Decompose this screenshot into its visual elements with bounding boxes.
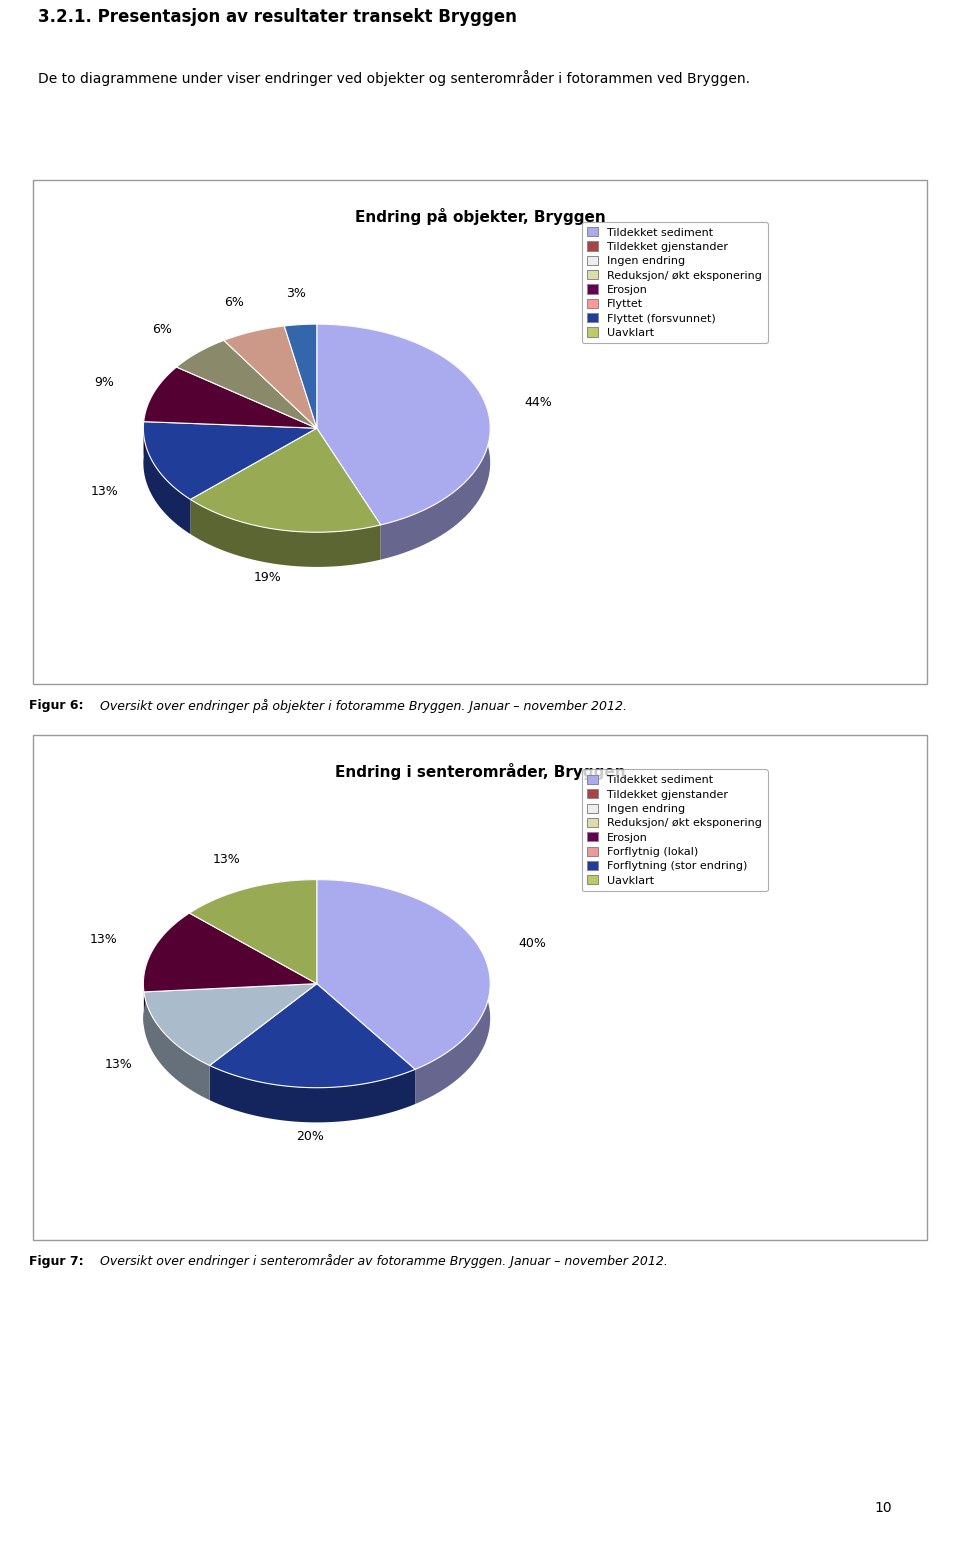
Text: 13%: 13% [105, 1058, 132, 1071]
Polygon shape [317, 324, 491, 525]
Text: 6%: 6% [224, 296, 244, 309]
Legend: Tildekket sediment, Tildekket gjenstander, Ingen endring, Reduksjon/ økt ekspone: Tildekket sediment, Tildekket gjenstande… [582, 770, 768, 892]
Legend: Tildekket sediment, Tildekket gjenstander, Ingen endring, Reduksjon/ økt ekspone: Tildekket sediment, Tildekket gjenstande… [582, 222, 768, 344]
Polygon shape [190, 429, 380, 532]
Text: Endring på objekter, Bryggen: Endring på objekter, Bryggen [354, 208, 606, 225]
Text: Figur 6:: Figur 6: [29, 699, 84, 713]
Text: 6%: 6% [153, 322, 173, 336]
Polygon shape [143, 913, 189, 1026]
Polygon shape [209, 1066, 415, 1122]
Text: 40%: 40% [518, 937, 546, 950]
Polygon shape [224, 326, 317, 429]
Text: 44%: 44% [524, 397, 552, 409]
Polygon shape [144, 984, 317, 1066]
Text: 13%: 13% [91, 485, 118, 498]
Text: 3.2.1. Presentasjon av resultater transekt Bryggen: 3.2.1. Presentasjon av resultater transe… [38, 8, 517, 26]
Text: Endring i senterområder, Bryggen: Endring i senterområder, Bryggen [335, 764, 625, 781]
Text: 13%: 13% [90, 934, 118, 946]
Polygon shape [284, 324, 317, 361]
Text: 3%: 3% [286, 287, 305, 299]
Polygon shape [144, 992, 209, 1100]
Polygon shape [189, 880, 317, 984]
Polygon shape [317, 880, 491, 1069]
Polygon shape [209, 984, 415, 1088]
Polygon shape [144, 367, 317, 429]
Text: 9%: 9% [95, 376, 114, 389]
Polygon shape [317, 880, 491, 1105]
FancyBboxPatch shape [34, 736, 926, 1239]
Text: 10: 10 [875, 1501, 892, 1515]
Text: De to diagrammene under viser endringer ved objekter og senterområder i fotoramm: De to diagrammene under viser endringer … [38, 69, 751, 86]
FancyBboxPatch shape [34, 181, 926, 684]
Polygon shape [190, 500, 380, 566]
Text: Figur 7:: Figur 7: [29, 1254, 84, 1268]
Polygon shape [143, 421, 190, 534]
Text: Oversikt over endringer på objekter i fotoramme Bryggen. Januar – november 2012.: Oversikt over endringer på objekter i fo… [96, 699, 628, 713]
Polygon shape [143, 421, 317, 500]
Text: Oversikt over endringer i senterområder av fotoramme Bryggen. Januar – november : Oversikt over endringer i senterområder … [96, 1254, 668, 1268]
Text: 19%: 19% [253, 571, 281, 585]
Polygon shape [177, 341, 317, 429]
Polygon shape [143, 913, 317, 992]
Polygon shape [144, 367, 177, 457]
Polygon shape [284, 324, 317, 429]
Polygon shape [224, 326, 284, 375]
Text: 20%: 20% [296, 1129, 324, 1143]
Polygon shape [177, 341, 224, 401]
Text: 13%: 13% [212, 853, 240, 866]
Polygon shape [189, 880, 317, 947]
Polygon shape [317, 324, 491, 560]
